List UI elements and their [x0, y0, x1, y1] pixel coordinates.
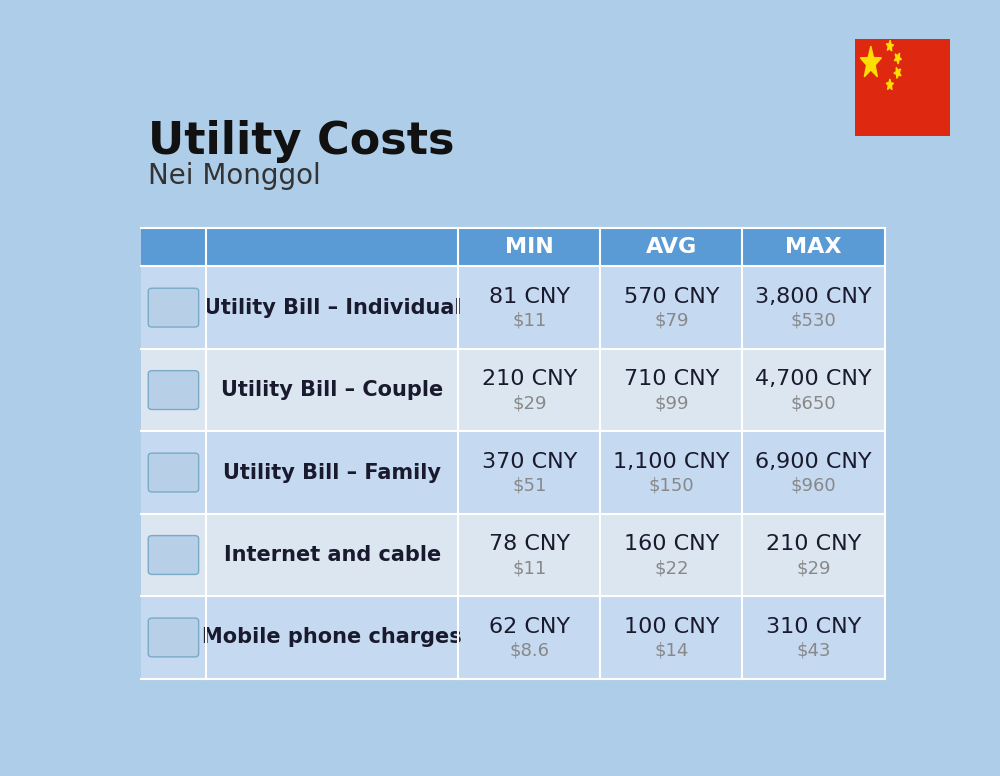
- FancyBboxPatch shape: [148, 453, 199, 492]
- Bar: [600, 431, 742, 514]
- Polygon shape: [894, 68, 901, 78]
- Text: 62 CNY: 62 CNY: [489, 617, 570, 636]
- Bar: [458, 431, 600, 514]
- Text: 78 CNY: 78 CNY: [489, 534, 570, 554]
- Text: $11: $11: [512, 559, 546, 577]
- Text: Utility Bill – Couple: Utility Bill – Couple: [221, 380, 443, 400]
- Bar: [206, 349, 458, 431]
- Bar: [600, 227, 742, 266]
- Bar: [600, 596, 742, 679]
- Text: $43: $43: [796, 642, 831, 660]
- Text: $960: $960: [791, 476, 836, 494]
- Text: 6,900 CNY: 6,900 CNY: [755, 452, 872, 472]
- Text: AVG: AVG: [646, 237, 697, 257]
- Text: 81 CNY: 81 CNY: [489, 287, 570, 307]
- Text: Mobile phone charges: Mobile phone charges: [202, 628, 462, 647]
- Text: MIN: MIN: [505, 237, 554, 257]
- Text: Utility Costs: Utility Costs: [148, 120, 455, 163]
- Text: Internet and cable: Internet and cable: [224, 545, 441, 565]
- Bar: [742, 514, 885, 596]
- Text: 570 CNY: 570 CNY: [624, 287, 719, 307]
- Text: $51: $51: [512, 476, 546, 494]
- Text: 210 CNY: 210 CNY: [482, 369, 577, 390]
- Text: $14: $14: [654, 642, 689, 660]
- Text: 3,800 CNY: 3,800 CNY: [755, 287, 872, 307]
- Bar: [600, 349, 742, 431]
- FancyBboxPatch shape: [148, 288, 199, 327]
- Text: $99: $99: [654, 394, 689, 412]
- Bar: [206, 431, 458, 514]
- Text: 370 CNY: 370 CNY: [482, 452, 577, 472]
- Polygon shape: [894, 53, 901, 64]
- Bar: [206, 514, 458, 596]
- Text: $150: $150: [649, 476, 694, 494]
- Bar: [140, 349, 206, 431]
- Text: $29: $29: [796, 559, 831, 577]
- Text: 100 CNY: 100 CNY: [624, 617, 719, 636]
- Bar: [458, 266, 600, 349]
- Text: 210 CNY: 210 CNY: [766, 534, 861, 554]
- FancyBboxPatch shape: [148, 618, 199, 656]
- Text: Utility Bill – Family: Utility Bill – Family: [223, 462, 441, 483]
- Bar: [742, 349, 885, 431]
- Text: 310 CNY: 310 CNY: [766, 617, 861, 636]
- Polygon shape: [886, 79, 893, 90]
- Polygon shape: [860, 46, 881, 77]
- Text: $8.6: $8.6: [509, 642, 549, 660]
- Bar: [140, 266, 206, 349]
- Bar: [742, 431, 885, 514]
- Text: Nei Monggol: Nei Monggol: [148, 162, 321, 190]
- Bar: [742, 596, 885, 679]
- Bar: [458, 514, 600, 596]
- FancyBboxPatch shape: [148, 371, 199, 410]
- FancyBboxPatch shape: [148, 535, 199, 574]
- Bar: [458, 596, 600, 679]
- Text: $79: $79: [654, 312, 689, 330]
- Text: 160 CNY: 160 CNY: [624, 534, 719, 554]
- Text: 1,100 CNY: 1,100 CNY: [613, 452, 730, 472]
- Bar: [140, 431, 206, 514]
- Bar: [140, 227, 458, 266]
- Text: $530: $530: [791, 312, 836, 330]
- Bar: [140, 596, 206, 679]
- Bar: [742, 227, 885, 266]
- Bar: [458, 349, 600, 431]
- Polygon shape: [886, 40, 894, 51]
- Text: 4,700 CNY: 4,700 CNY: [755, 369, 872, 390]
- Bar: [742, 266, 885, 349]
- Text: $11: $11: [512, 312, 546, 330]
- Bar: [458, 227, 600, 266]
- Text: $650: $650: [791, 394, 836, 412]
- Bar: [206, 266, 458, 349]
- Text: Utility Bill – Individual: Utility Bill – Individual: [204, 298, 461, 317]
- Bar: [600, 514, 742, 596]
- Text: 710 CNY: 710 CNY: [624, 369, 719, 390]
- Text: $22: $22: [654, 559, 689, 577]
- Bar: [600, 266, 742, 349]
- Text: $29: $29: [512, 394, 547, 412]
- Text: MAX: MAX: [785, 237, 842, 257]
- Bar: [140, 514, 206, 596]
- Bar: [206, 596, 458, 679]
